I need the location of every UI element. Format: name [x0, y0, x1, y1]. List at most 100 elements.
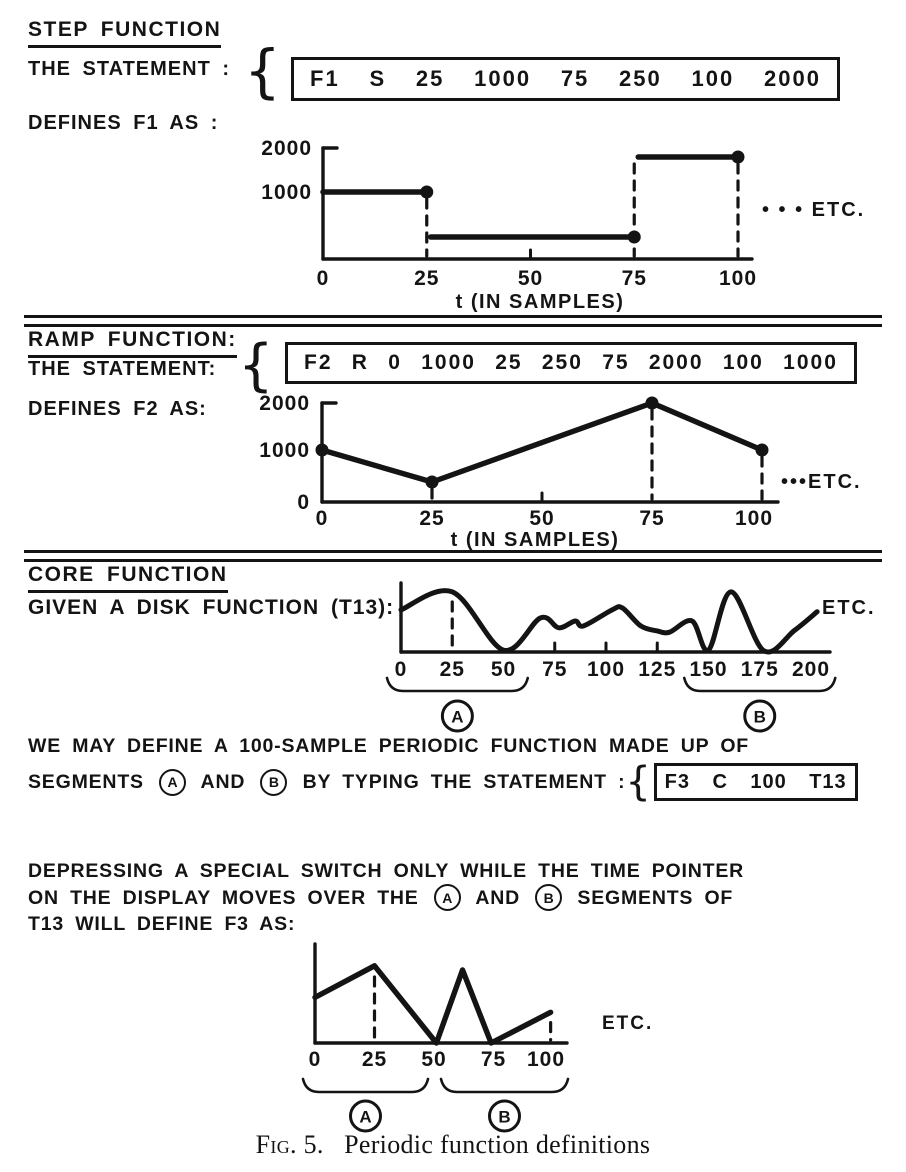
figure-caption: Fig. 5. Periodic function definitions: [32, 1130, 874, 1160]
data-point: [627, 230, 641, 244]
segment-label: B: [754, 708, 766, 727]
figure-caption-number: Fig. 5.: [255, 1130, 324, 1159]
statement-token: 250: [619, 66, 662, 91]
x-axis-label: t (IN SAMPLES): [451, 529, 620, 551]
statement-token: R: [351, 351, 369, 374]
statement-token: 100: [691, 66, 735, 91]
statement-token: 1000: [783, 351, 838, 374]
step-statement-box: F1 S 25 1000 75 250 100 2000: [291, 57, 840, 101]
step-section-title: STEP FUNCTION: [28, 18, 222, 48]
data-point: [420, 185, 434, 199]
core-given-label: GIVEN A DISK FUNCTION (T13):: [28, 596, 395, 619]
paragraph-line: T13 WILL DEFINE F3 AS:: [28, 911, 744, 937]
y-tick-label: 1000: [259, 439, 310, 462]
statement-token: F1: [310, 66, 340, 91]
statement-token: T13: [809, 771, 847, 793]
data-point: [645, 396, 659, 410]
statement-token: S: [369, 66, 387, 91]
segment-label-circle: [743, 699, 777, 733]
line-series: [319, 400, 765, 485]
step-defines-label: DEFINES F1 AS :: [28, 112, 219, 134]
ramp-defines-label: DEFINES F2 AS:: [28, 398, 207, 420]
segment-b-badge: B: [260, 768, 288, 796]
x-tick-label: 50: [518, 267, 543, 290]
figure-caption-text: Periodic function definitions: [344, 1130, 651, 1159]
segment-brace: [439, 1077, 570, 1094]
paragraph-line: DEPRESSING A SPECIAL SWITCH ONLY WHILE T…: [28, 858, 744, 884]
segment-label-circle: [349, 1099, 382, 1133]
ramp-statement-label: THE STATEMENT:: [28, 358, 217, 380]
paragraph-text: AND: [464, 886, 532, 909]
x-tick-label: 0: [317, 267, 330, 290]
data-point: [755, 443, 769, 457]
etc-annotation: • • • ETC.: [762, 199, 865, 221]
segment-label-circle: [488, 1099, 521, 1133]
statement-token: 250: [541, 351, 583, 374]
segment-label-circle: [440, 699, 474, 733]
paragraph-text: AND: [190, 771, 257, 793]
section-divider: [24, 550, 882, 562]
paragraph-text: WE MAY DEFINE A 100-SAMPLE PERIODIC FUNC…: [28, 735, 750, 757]
ramp-section-title: RAMP FUNCTION:: [28, 328, 237, 358]
segment-a-badge: A: [159, 768, 187, 796]
line-series: [312, 963, 554, 1046]
x-tick-label: 75: [542, 658, 567, 681]
x-tick-label: 50: [529, 507, 554, 530]
segment-a-badge: A: [433, 884, 461, 911]
statement-token: 2000: [763, 66, 821, 91]
y-tick-label: 2000: [259, 392, 310, 415]
x-tick-label: 0: [395, 658, 408, 681]
segment-brace: [682, 676, 837, 693]
paragraph-text: DEPRESSING A SPECIAL SWITCH ONLY WHILE T…: [28, 860, 745, 882]
statement-token: 25: [415, 66, 445, 91]
paragraph-text: T13 WILL DEFINE F3 AS:: [28, 913, 296, 935]
statement-token: F3: [664, 771, 690, 793]
segment-label: A: [359, 1108, 371, 1127]
x-tick-label: 25: [419, 507, 444, 530]
x-tick-label: 100: [527, 1048, 565, 1071]
x-tick-label: 50: [491, 658, 516, 681]
paragraph-line: ON THE DISPLAY MOVES OVER THE A AND B SE…: [28, 884, 744, 911]
f3-statement-box: F3 C 100 T13: [653, 763, 858, 801]
statement-token: F2: [304, 351, 333, 374]
x-tick-label: 25: [362, 1048, 387, 1071]
statement-token: 0: [388, 351, 402, 374]
statement-token: 100: [750, 771, 787, 793]
x-tick-label: 100: [719, 267, 757, 290]
segment-label: B: [498, 1108, 510, 1127]
paragraph-special-switch: DEPRESSING A SPECIAL SWITCH ONLY WHILE T…: [28, 858, 744, 937]
etc-annotation: ETC.: [602, 1013, 653, 1034]
x-tick-label: 75: [622, 267, 647, 290]
data-point: [425, 475, 439, 489]
statement-token: 75: [602, 351, 630, 374]
x-tick-label: 150: [689, 658, 727, 681]
paragraph-text: SEGMENTS: [28, 771, 156, 793]
x-tick-label: 50: [421, 1048, 446, 1071]
ramp-statement-box: F2 R 0 1000 25 250 75 2000 100 1000: [285, 342, 857, 384]
paragraph-line: SEGMENTS A AND B BY TYPING THE STATEMENT…: [28, 762, 858, 802]
x-tick-label: 175: [741, 658, 779, 681]
statement-token: 1000: [421, 351, 476, 374]
paragraph-define-f3: WE MAY DEFINE A 100-SAMPLE PERIODIC FUNC…: [28, 733, 858, 802]
y-tick-label: 2000: [261, 137, 312, 160]
x-tick-label: 100: [735, 507, 773, 530]
x-tick-label: 75: [639, 507, 664, 530]
statement-token: 75: [560, 66, 590, 91]
paragraph-line: WE MAY DEFINE A 100-SAMPLE PERIODIC FUNC…: [28, 733, 858, 759]
segment-brace: [301, 1077, 430, 1094]
ramp-statement-brace: {: [238, 333, 274, 398]
x-tick-label: 25: [440, 658, 465, 681]
statement-token: 2000: [648, 351, 704, 374]
step-statement-brace: {: [244, 37, 281, 105]
freehand-curve: [398, 588, 820, 655]
x-tick-label: 0: [316, 507, 329, 530]
caption-gap: [324, 1130, 344, 1159]
x-tick-label: 75: [481, 1048, 506, 1071]
etc-annotation: •••ETC.: [781, 471, 862, 493]
statement-token: C: [712, 771, 728, 793]
x-tick-label: 25: [414, 267, 439, 290]
section-divider: [24, 315, 882, 327]
statement-token: 1000: [474, 66, 532, 91]
